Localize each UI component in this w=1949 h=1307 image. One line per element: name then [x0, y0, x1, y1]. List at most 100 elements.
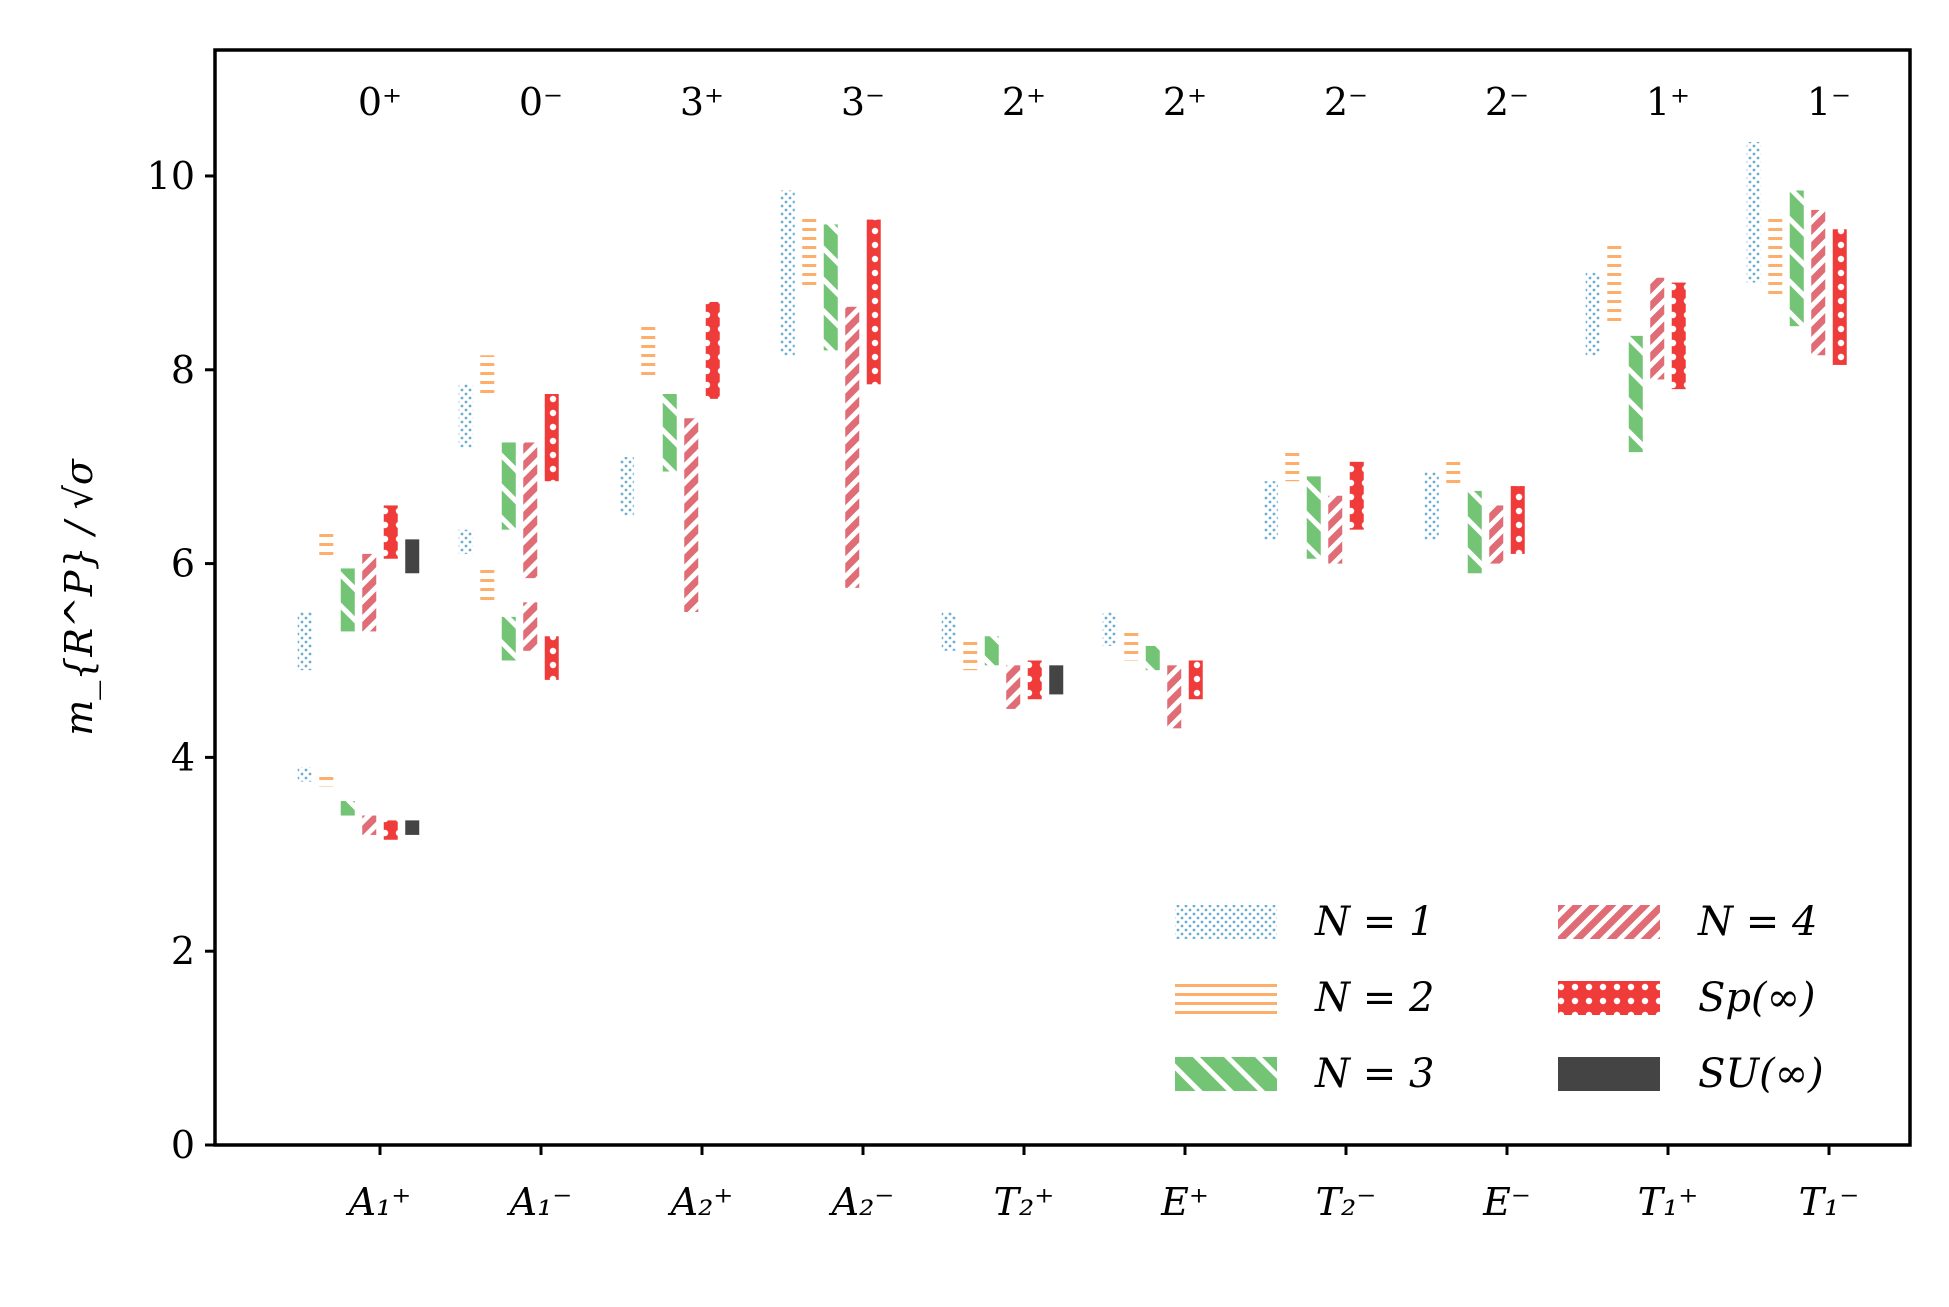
bar-N3-5-7 [1145, 645, 1160, 671]
x-tick-label: A₂⁻ [829, 1180, 895, 1224]
x-tick-label: T₁⁺ [1638, 1180, 1699, 1224]
x-tick-label: T₂⁺ [994, 1180, 1055, 1224]
y-tick-label: 2 [171, 929, 195, 973]
channel-label: 3⁺ [680, 80, 724, 124]
bar-N2-0-0 [319, 776, 334, 787]
legend-label: N = 2 [1314, 975, 1434, 1021]
bar-Sp-9-11 [1832, 229, 1847, 365]
legend-swatch-N3 [1175, 1057, 1277, 1091]
y-tick-label: 10 [147, 154, 195, 198]
x-tick-label: A₂⁺ [668, 1180, 734, 1224]
axes: 0 2 4 6 8 10 A₁⁺ 0⁺ A₁⁻ 0⁻ A₂⁺ 3⁺ A₂⁻ 3⁻ T₂⁺ 2⁺ E⁺ 2⁺ T₂⁻ 2… [57, 48, 1912, 1224]
bar-N1-9-11 [1746, 142, 1761, 283]
plot-frame [213, 48, 1912, 1147]
bar-N2-6-8 [1285, 447, 1300, 482]
bar-N4-1-2 [523, 602, 538, 651]
bar-Sp-1-2 [544, 636, 559, 680]
bar-N4-8-10 [1650, 277, 1665, 380]
y-tick-label: 8 [171, 348, 195, 392]
x-tick-label: T₁⁻ [1799, 1180, 1860, 1224]
legend-swatch-N1 [1175, 905, 1277, 939]
channel-label: 1⁺ [1646, 80, 1690, 124]
bar-N1-2-4 [619, 456, 634, 516]
legend-swatch-N2 [1175, 981, 1277, 1015]
legend-label: SU(∞) [1698, 1051, 1824, 1097]
bar-Sp-3-5 [866, 219, 881, 385]
bar-N1-0-0 [297, 767, 312, 782]
bar-N3-2-4 [662, 394, 677, 472]
x-tick-label: T₂⁻ [1316, 1180, 1377, 1224]
bar-N3-1-3 [501, 442, 516, 530]
bar-N2-9-11 [1768, 214, 1783, 298]
channel-label: 3⁻ [841, 80, 885, 124]
bar-N2-0-1 [319, 529, 334, 559]
channel-label: 2⁻ [1485, 80, 1529, 124]
bar-Sp-5-7 [1188, 660, 1203, 700]
bar-N3-0-1 [340, 568, 355, 632]
bar-N3-3-5 [823, 224, 838, 351]
bar-N1-7-9 [1424, 471, 1439, 540]
bar-Sp-7-9 [1510, 486, 1525, 554]
bar-N4-5-7 [1167, 665, 1182, 729]
x-tick-label: E⁺ [1160, 1180, 1209, 1224]
x-tick-label: A₁⁺ [346, 1180, 412, 1224]
bar-N1-1-3 [458, 384, 473, 448]
legend-label: Sp(∞) [1698, 975, 1816, 1021]
y-tick-label: 0 [171, 1123, 195, 1167]
legend-label: N = 3 [1314, 1051, 1434, 1097]
bar-N3-7-9 [1467, 490, 1482, 574]
legend-swatch-SU [1558, 1057, 1660, 1091]
bar-N2-4-6 [963, 641, 978, 671]
bar-Sp-2-4 [705, 301, 720, 399]
bar-Sp-1-3 [544, 394, 559, 482]
channel-label: 2⁺ [1002, 80, 1046, 124]
bar-N1-8-10 [1585, 272, 1600, 356]
channel-label: 0⁺ [358, 80, 402, 124]
bar-N2-1-3 [480, 355, 495, 395]
bar-N3-6-8 [1306, 476, 1321, 559]
bar-N2-7-9 [1446, 456, 1461, 487]
channel-label: 1⁻ [1807, 80, 1851, 124]
legend-label: N = 4 [1697, 899, 1817, 945]
legend-swatch-N4 [1558, 905, 1660, 939]
bar-N3-9-11 [1789, 190, 1804, 327]
bar-Sp-4-6 [1027, 660, 1042, 700]
bar-N4-4-6 [1006, 665, 1021, 709]
bar-N2-2-4 [641, 326, 656, 380]
bar-Sp-8-10 [1671, 282, 1686, 390]
channel-label: 2⁺ [1163, 80, 1207, 124]
legend-swatch-Sp [1558, 981, 1660, 1015]
x-tick-label: A₁⁻ [507, 1180, 573, 1224]
bar-Sp-0-1 [383, 505, 398, 559]
channel-label: 2⁻ [1324, 80, 1368, 124]
bar-SU-0-0 [405, 820, 420, 835]
bar-Sp-6-8 [1349, 461, 1364, 530]
x-tick-label: E⁻ [1482, 1180, 1531, 1224]
bar-N1-6-8 [1263, 481, 1278, 540]
bar-N1-4-6 [941, 612, 956, 651]
bar-N3-0-0 [340, 800, 355, 816]
y-tick-label: 6 [171, 542, 195, 586]
bar-Sp-0-0 [383, 820, 398, 840]
bar-N3-4-6 [984, 636, 999, 666]
y-axis-label: m_{R^P} / √σ [57, 458, 102, 736]
bar-N4-1-3 [523, 442, 538, 579]
bar-N1-1-2 [458, 529, 473, 554]
channel-label: 0⁻ [519, 80, 563, 124]
bar-N1-0-1 [297, 612, 312, 671]
bar-SU-4-2 [1049, 665, 1064, 695]
bar-N2-8-10 [1607, 243, 1622, 322]
bar-N4-0-1 [362, 553, 377, 632]
bar-SU-0-1 [405, 539, 420, 574]
bar-N3-1-2 [501, 616, 516, 661]
bar-N2-1-2 [480, 568, 495, 603]
bar-N4-2-4 [684, 418, 699, 613]
bar-N4-7-9 [1489, 505, 1504, 564]
bar-N1-5-7 [1102, 612, 1117, 646]
legend-label: N = 1 [1314, 899, 1434, 945]
y-tick-label: 4 [171, 735, 195, 779]
plot-area [297, 142, 1847, 840]
legend: N = 1 N = 2 N = 3 N = 4 Sp(∞) SU(∞) [1175, 899, 1824, 1097]
bar-N1-3-5 [780, 190, 795, 356]
